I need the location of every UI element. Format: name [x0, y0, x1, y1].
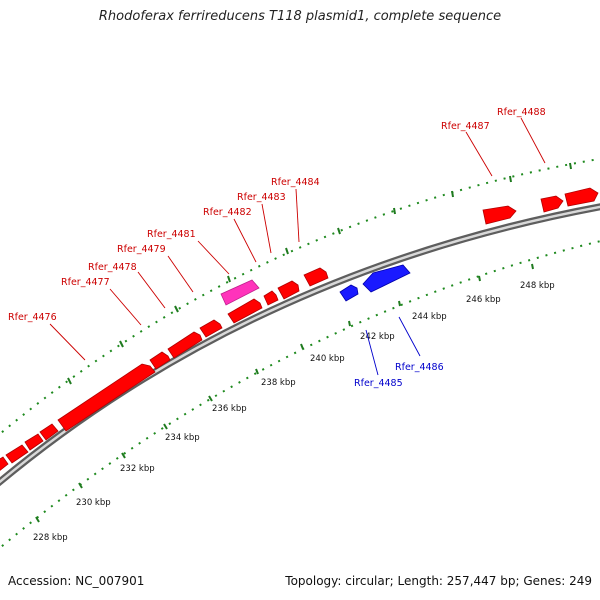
gene-arrow[interactable]	[149, 351, 171, 370]
gene-label-rfer-4477[interactable]: Rfer_4477	[61, 277, 110, 288]
gene-arrow-rfer-4476[interactable]	[57, 363, 156, 432]
gene-arrow[interactable]	[0, 456, 9, 472]
outer-major-ticks	[67, 162, 572, 385]
reverse-genes	[339, 264, 411, 302]
forward-gene-labels: Rfer_4476 Rfer_4477 Rfer_4478 Rfer_4479 …	[8, 107, 546, 323]
inner-major-ticks	[35, 263, 534, 523]
gene-arrow[interactable]	[303, 267, 329, 287]
scale-label-240: 240 kbp	[310, 354, 345, 364]
inner-tick-ring	[0, 240, 600, 550]
scale-label-234: 234 kbp	[165, 433, 200, 443]
gene-label-rfer-4486[interactable]: Rfer_4486	[395, 362, 444, 373]
gene-arrow[interactable]	[5, 444, 29, 464]
gene-arrow[interactable]	[39, 423, 59, 441]
gene-arrow[interactable]	[24, 433, 44, 451]
gene-arrow-rfer-4487[interactable]	[482, 205, 517, 225]
gene-label-rfer-4476[interactable]: Rfer_4476	[8, 312, 57, 323]
scale-label-238: 238 kbp	[261, 378, 296, 388]
forward-label-lines	[49, 117, 546, 361]
gene-arrow[interactable]	[167, 331, 203, 359]
map-title: Rhodoferax ferrireducens T118 plasmid1, …	[98, 9, 502, 24]
gene-label-rfer-4482[interactable]: Rfer_4482	[203, 207, 252, 218]
rna-gene-arrow[interactable]	[220, 279, 260, 306]
scale-label-246: 246 kbp	[466, 295, 501, 305]
scale-labels: 228 kbp 230 kbp 232 kbp 234 kbp 236 kbp …	[33, 281, 555, 543]
forward-genes	[0, 187, 599, 472]
gene-label-rfer-4479[interactable]: Rfer_4479	[117, 244, 166, 255]
gene-arrow-rfer-4485[interactable]	[339, 284, 359, 302]
gene-label-rfer-4478[interactable]: Rfer_4478	[88, 262, 137, 273]
gene-arrow[interactable]	[227, 298, 263, 324]
gene-label-rfer-4481[interactable]: Rfer_4481	[147, 229, 196, 240]
reverse-gene-labels: Rfer_4485 Rfer_4486	[354, 362, 444, 389]
scale-label-228: 228 kbp	[33, 533, 68, 543]
genome-summary-text: Topology: circular; Length: 257,447 bp; …	[285, 574, 592, 588]
accession-text: Accession: NC_007901	[8, 574, 145, 588]
gene-label-rfer-4487[interactable]: Rfer_4487	[441, 121, 490, 132]
gene-arrow[interactable]	[277, 280, 300, 300]
gene-arrow[interactable]	[263, 290, 279, 306]
gene-label-rfer-4485[interactable]: Rfer_4485	[354, 378, 403, 389]
gene-arrow[interactable]	[199, 319, 223, 338]
scale-label-248: 248 kbp	[520, 281, 555, 291]
gene-label-rfer-4484[interactable]: Rfer_4484	[271, 177, 320, 188]
gene-label-rfer-4488[interactable]: Rfer_4488	[497, 107, 546, 118]
scale-label-230: 230 kbp	[76, 498, 111, 508]
gene-label-rfer-4483[interactable]: Rfer_4483	[237, 192, 286, 203]
scale-label-236: 236 kbp	[212, 404, 247, 414]
scale-label-242: 242 kbp	[360, 332, 395, 342]
scale-label-244: 244 kbp	[412, 312, 447, 322]
gene-arrow-rfer-4486[interactable]	[362, 264, 411, 293]
reverse-label-lines	[365, 316, 421, 376]
gene-arrow-rfer-4488b[interactable]	[564, 187, 599, 207]
scale-label-232: 232 kbp	[120, 464, 155, 474]
gene-arrow-rfer-4488a[interactable]	[540, 195, 564, 213]
